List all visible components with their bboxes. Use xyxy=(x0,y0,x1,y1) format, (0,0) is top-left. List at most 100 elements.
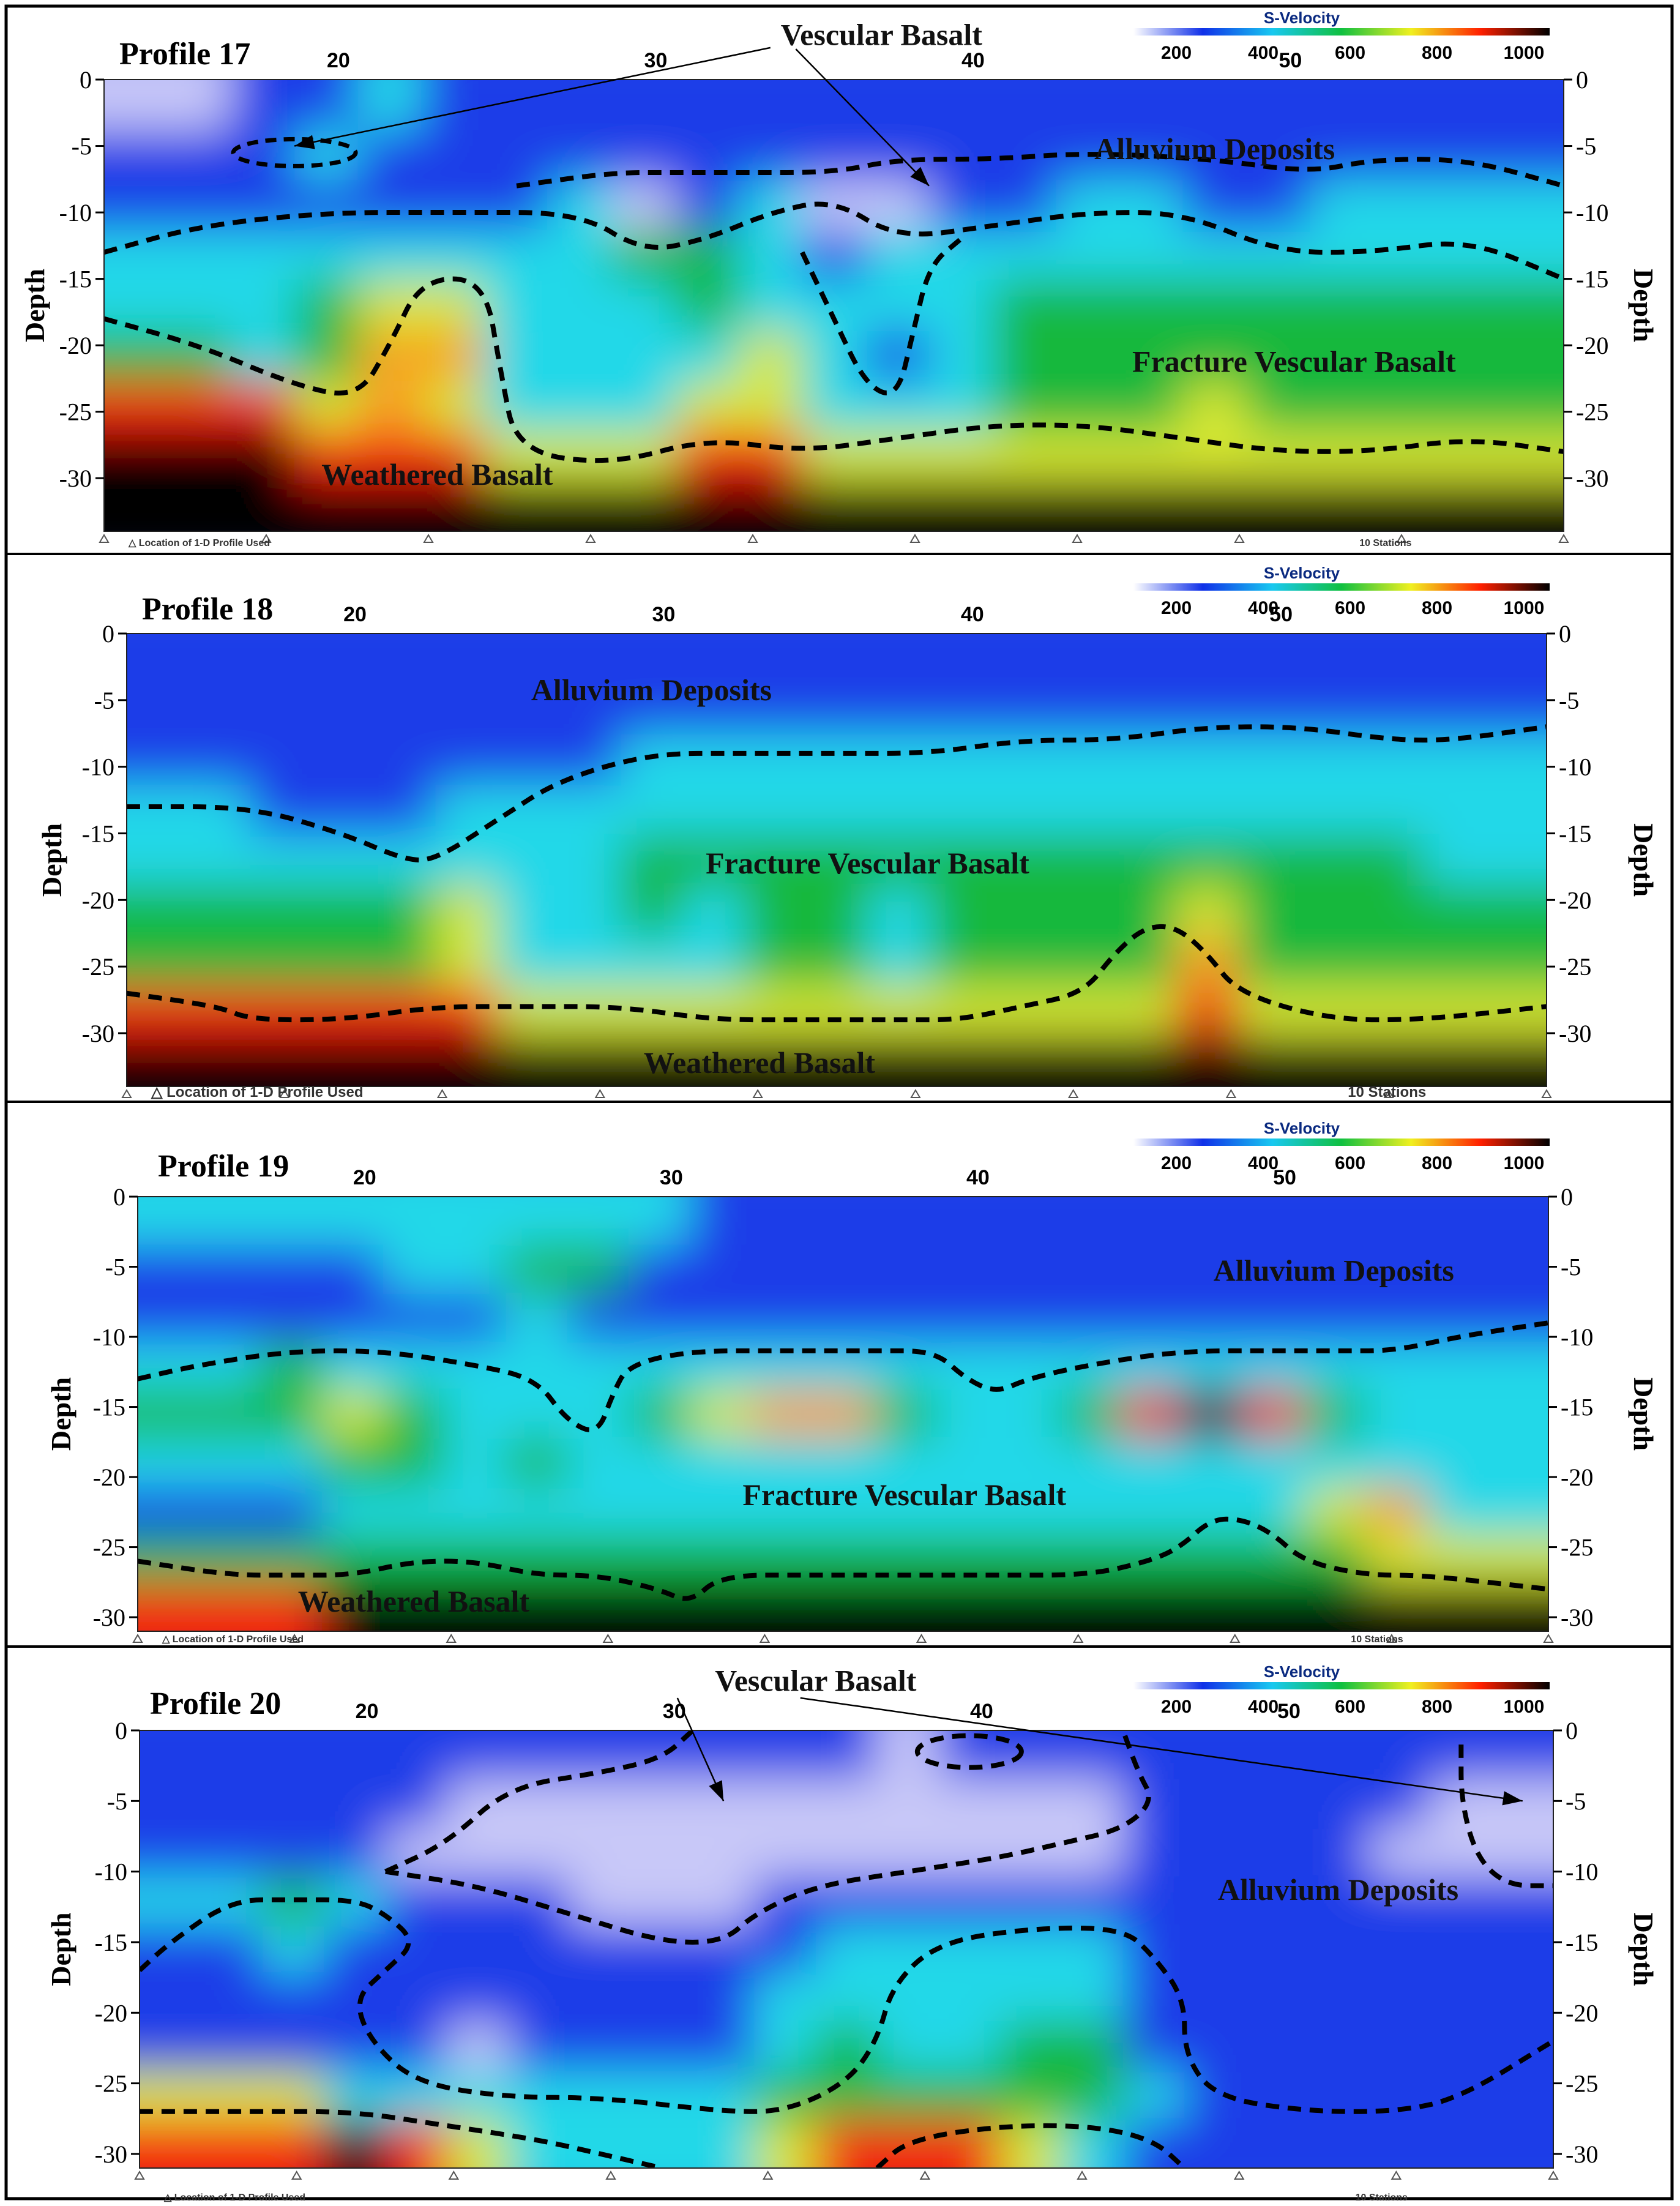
station-marker xyxy=(762,2170,774,2180)
heatmap-cell xyxy=(312,634,375,685)
heatmap-cell xyxy=(127,634,251,685)
heatmap-cell xyxy=(1241,1389,1304,1439)
heatmap-cell xyxy=(620,784,683,836)
heatmap-cell xyxy=(444,1583,507,1631)
annotation-arrow xyxy=(800,1697,1523,1802)
heatmap-cell xyxy=(1238,734,1301,785)
heatmap-cell xyxy=(867,784,930,836)
profile-title: Profile 19 xyxy=(158,1149,289,1184)
heatmap-cell xyxy=(1310,130,1374,181)
heatmap-cell xyxy=(628,1197,690,1246)
heatmap-cell xyxy=(631,1827,693,1877)
heatmap-cell xyxy=(1361,684,1424,735)
y-tick-label-right: -5 xyxy=(1561,1254,1581,1281)
heatmap-cell xyxy=(508,1924,571,1975)
heatmap-cell xyxy=(682,634,745,685)
heatmap-cell xyxy=(421,431,486,482)
heatmap-cell xyxy=(231,280,296,331)
heatmap-cell xyxy=(1061,1779,1124,1828)
heatmap-cell xyxy=(1299,784,1362,836)
x-tick-label: 40 xyxy=(961,603,984,626)
heatmap-cell xyxy=(1310,431,1374,482)
heatmap-cell xyxy=(1307,1924,1370,1975)
heatmap-cell xyxy=(321,1438,384,1487)
heatmap-cell xyxy=(1119,331,1184,381)
heatmap-cell xyxy=(421,481,486,531)
heatmap-cell xyxy=(611,180,676,231)
heatmap-cell xyxy=(250,985,313,1037)
heatmap-cell xyxy=(1061,1730,1124,1780)
heatmap-cell xyxy=(250,834,313,886)
heatmap-cell xyxy=(260,1197,323,1246)
heatmap-cell xyxy=(497,1036,560,1086)
heatmap-cell xyxy=(1364,1438,1427,1487)
y-axis-label-right: Depth xyxy=(1628,269,1659,342)
heatmap-cell xyxy=(250,684,313,735)
station-marker xyxy=(261,534,272,543)
heatmap-cell xyxy=(751,1583,813,1631)
heatmap-cell xyxy=(294,431,359,482)
heatmap-cell xyxy=(1307,1876,1370,1926)
heatmap-cell xyxy=(675,381,739,432)
heatmap-cell xyxy=(1307,2022,1370,2072)
heatmap-cell xyxy=(754,2022,816,2072)
heatmap-cell xyxy=(1373,280,1438,331)
heatmap-cell xyxy=(754,2119,816,2168)
layer-boundary xyxy=(140,1897,1553,2114)
heatmap-cell xyxy=(1423,784,1547,836)
heatmap-cell xyxy=(754,1973,816,2023)
heatmap-cell xyxy=(751,1197,813,1246)
station-marker xyxy=(1234,534,1245,543)
heatmap-cell xyxy=(1245,2119,1309,2168)
heatmap-cell xyxy=(1430,2022,1553,2072)
heatmap-cell xyxy=(140,2071,263,2120)
heatmap-cell xyxy=(692,2119,755,2168)
y-tick-label-right: -10 xyxy=(1566,1858,1598,1886)
heatmap-cell xyxy=(1303,1583,1365,1631)
y-tick-label-right: -20 xyxy=(1566,1999,1598,2027)
heatmap-cell xyxy=(324,1827,386,1877)
heatmap-cell xyxy=(357,331,422,381)
y-tick-label-right: -30 xyxy=(1559,1020,1591,1047)
y-tick-label-right: 0 xyxy=(1561,1183,1573,1211)
heatmap-cell xyxy=(260,1583,323,1631)
heatmap-cell xyxy=(567,1293,629,1342)
heatmap-cell xyxy=(996,1197,1059,1246)
station-marker xyxy=(1072,1634,1084,1643)
x-tick-label: 30 xyxy=(660,1166,683,1189)
heatmap-cell xyxy=(815,2119,878,2168)
heatmap-cell xyxy=(1303,1535,1365,1584)
heatmap-cell xyxy=(738,481,803,531)
heatmap-cell xyxy=(1119,180,1184,231)
heatmap-cell xyxy=(1184,1924,1247,1975)
heatmap-cell xyxy=(1246,280,1311,331)
y-axis-label-right: Depth xyxy=(1628,823,1659,897)
station-marker xyxy=(759,1634,771,1643)
stations-note: 10 Stations xyxy=(1359,538,1411,548)
heatmap-cell xyxy=(1238,834,1301,886)
profile-title: Profile 17 xyxy=(119,37,250,72)
layer-boundary xyxy=(104,276,1564,463)
heatmap-cell xyxy=(935,1341,998,1391)
heatmap-cell xyxy=(497,784,560,836)
colorbar-tick-label: 600 xyxy=(1335,598,1365,618)
heatmap-cell xyxy=(938,1779,1001,1828)
heatmap-cell xyxy=(570,2071,632,2120)
station-marker xyxy=(919,2170,931,2180)
heatmap-cell xyxy=(682,1036,745,1086)
heatmap-cell xyxy=(138,1486,261,1536)
heatmap-cell xyxy=(935,1244,998,1294)
heatmap-cell xyxy=(1180,1244,1242,1294)
heatmap-cell xyxy=(383,1486,446,1536)
heatmap-cell xyxy=(815,1827,878,1877)
heatmap-cell xyxy=(1000,2071,1062,2120)
heatmap-cell xyxy=(996,1583,1059,1631)
colorbar-tick-label: 600 xyxy=(1335,1697,1365,1717)
profile-panel-19: 0 0 -5 -5 -10 -10 -15 -15 -20 -20 -25 -25 -30 -30 Dept… xyxy=(45,1119,1659,1645)
heatmap-cell xyxy=(805,935,868,987)
heatmap-cell xyxy=(421,180,486,231)
heatmap-cell xyxy=(1053,1036,1115,1086)
heatmap-cell xyxy=(324,1730,386,1780)
legend-note: △ Location of 1-D Profile Used xyxy=(128,538,270,548)
heatmap-cell xyxy=(692,1779,755,1828)
